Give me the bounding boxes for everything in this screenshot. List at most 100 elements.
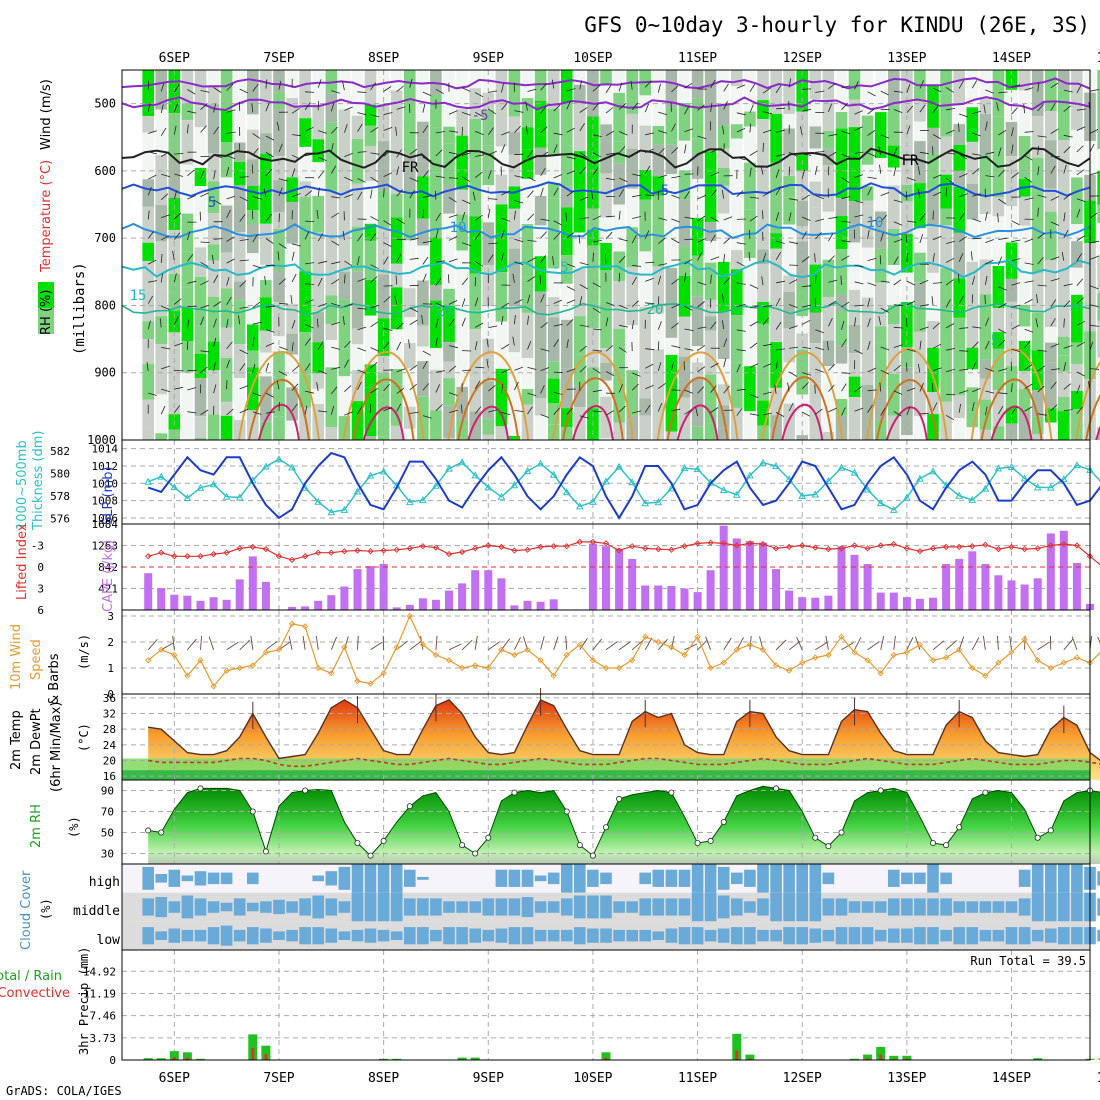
wind-barb bbox=[448, 130, 458, 133]
wind-barb bbox=[474, 380, 481, 389]
rh-shading-cell bbox=[626, 188, 638, 228]
wind-barb bbox=[723, 277, 731, 285]
wind-barb bbox=[200, 409, 209, 416]
rh-shading-cell bbox=[639, 251, 651, 285]
wind-barb bbox=[161, 305, 170, 310]
contour-label: 5 bbox=[991, 333, 999, 349]
cloud-cell-middle bbox=[207, 901, 220, 913]
boundary-layer-contour bbox=[885, 406, 928, 441]
thickness-point bbox=[1007, 462, 1016, 471]
rh-shading-cell bbox=[325, 220, 338, 261]
wind-speed-point bbox=[707, 664, 714, 672]
wind-barb bbox=[422, 125, 429, 134]
rh-shading-cell bbox=[927, 153, 939, 192]
rh-shading-cell bbox=[443, 305, 455, 343]
wind-barb bbox=[658, 263, 668, 266]
wind-barb-10m bbox=[825, 635, 829, 650]
rh-shading-cell bbox=[626, 70, 638, 114]
rh-shading-cell bbox=[888, 415, 900, 440]
cloud-cell-high bbox=[194, 871, 207, 886]
rh-shading-cell bbox=[639, 415, 651, 440]
rh-shading-cell bbox=[717, 103, 730, 126]
lifted-index-point bbox=[681, 543, 688, 550]
cloud-cell-low bbox=[220, 925, 233, 946]
wind-barb bbox=[501, 229, 505, 239]
cloud-cell-middle bbox=[390, 892, 403, 922]
cape-bar bbox=[968, 551, 977, 610]
wind-barb bbox=[187, 195, 196, 200]
rh-shading-cell bbox=[665, 337, 678, 355]
wind-barb bbox=[213, 362, 216, 372]
rh-shading-cell bbox=[495, 368, 508, 386]
wind-barb bbox=[396, 189, 403, 197]
wind-barb bbox=[200, 103, 208, 111]
rh-point bbox=[589, 852, 596, 859]
rh-shading-cell bbox=[757, 156, 769, 196]
cloud-cell-low bbox=[822, 929, 835, 942]
cloud-cell-high bbox=[1097, 871, 1100, 886]
wind-barb bbox=[972, 193, 982, 197]
wind-barb bbox=[985, 259, 994, 265]
wind-speed-point bbox=[851, 649, 858, 656]
wind-barb bbox=[1037, 166, 1040, 176]
wind-barb bbox=[828, 151, 837, 158]
wind-barb bbox=[527, 392, 537, 397]
wind-barb bbox=[841, 153, 851, 158]
rh-shading-cell bbox=[547, 70, 560, 109]
wind-barb bbox=[906, 348, 916, 352]
wind-barb bbox=[984, 295, 986, 305]
thickness-point bbox=[497, 492, 506, 500]
rh-shading-cell bbox=[142, 261, 154, 290]
lifted-index-point bbox=[615, 547, 623, 554]
rh-shading-cell bbox=[914, 252, 926, 283]
pressure-tick-label: 900 bbox=[94, 366, 116, 380]
boundary-layer-contour bbox=[666, 376, 729, 441]
rh-shading-cell bbox=[247, 186, 259, 211]
lifted-index-point bbox=[498, 543, 505, 551]
wind-barb bbox=[200, 241, 210, 243]
wind-barb bbox=[1024, 131, 1034, 133]
wind-barb bbox=[1050, 368, 1060, 371]
wind-barb bbox=[695, 407, 698, 417]
cloud-level-label: middle bbox=[73, 904, 120, 919]
rh-shading-cell bbox=[587, 159, 599, 209]
rh-shading-cell bbox=[953, 232, 965, 279]
rh-shading-cell bbox=[260, 280, 272, 298]
rh-shading-cell bbox=[822, 211, 835, 260]
wind-barb bbox=[762, 412, 772, 416]
rh-shading-cell bbox=[521, 312, 534, 359]
wind-barb bbox=[1089, 240, 1099, 244]
cloud-cell-high bbox=[207, 872, 220, 885]
wind-barb bbox=[592, 252, 594, 262]
wind-barb bbox=[1037, 145, 1039, 155]
lifted-index-point bbox=[576, 538, 583, 546]
rh-shading-cell bbox=[888, 265, 900, 306]
wind-speed-point bbox=[995, 659, 1002, 666]
rh-point bbox=[838, 829, 845, 836]
wind-barb bbox=[919, 80, 925, 89]
rh-shading-cell bbox=[194, 167, 207, 186]
rh-shading-cell bbox=[757, 195, 769, 220]
cape-bar bbox=[261, 581, 270, 610]
wind-barb bbox=[684, 82, 693, 89]
wind-barb bbox=[501, 83, 504, 93]
cloud-cell-middle bbox=[822, 898, 835, 916]
rh-shading-cell bbox=[953, 364, 965, 396]
rh-shading-cell bbox=[953, 124, 965, 145]
rh-shading-cell bbox=[351, 271, 364, 305]
wind-barb bbox=[330, 165, 337, 174]
wind-barb bbox=[1037, 232, 1046, 239]
rh-shading-cell bbox=[704, 241, 717, 263]
cloud-cell-low bbox=[430, 929, 442, 942]
rh-shading-cell bbox=[731, 362, 743, 408]
precip-total-bar bbox=[863, 1054, 873, 1060]
rh-shading-cell bbox=[534, 307, 547, 350]
wind-barb bbox=[697, 104, 705, 111]
contour-label: 20 bbox=[437, 304, 454, 320]
rh-shading-cell bbox=[561, 70, 573, 103]
wind-barb bbox=[736, 190, 744, 197]
wind-barb bbox=[932, 134, 941, 140]
rh-shading-cell bbox=[1045, 362, 1057, 409]
wind-barb bbox=[684, 348, 694, 351]
wind-barb bbox=[684, 258, 693, 265]
